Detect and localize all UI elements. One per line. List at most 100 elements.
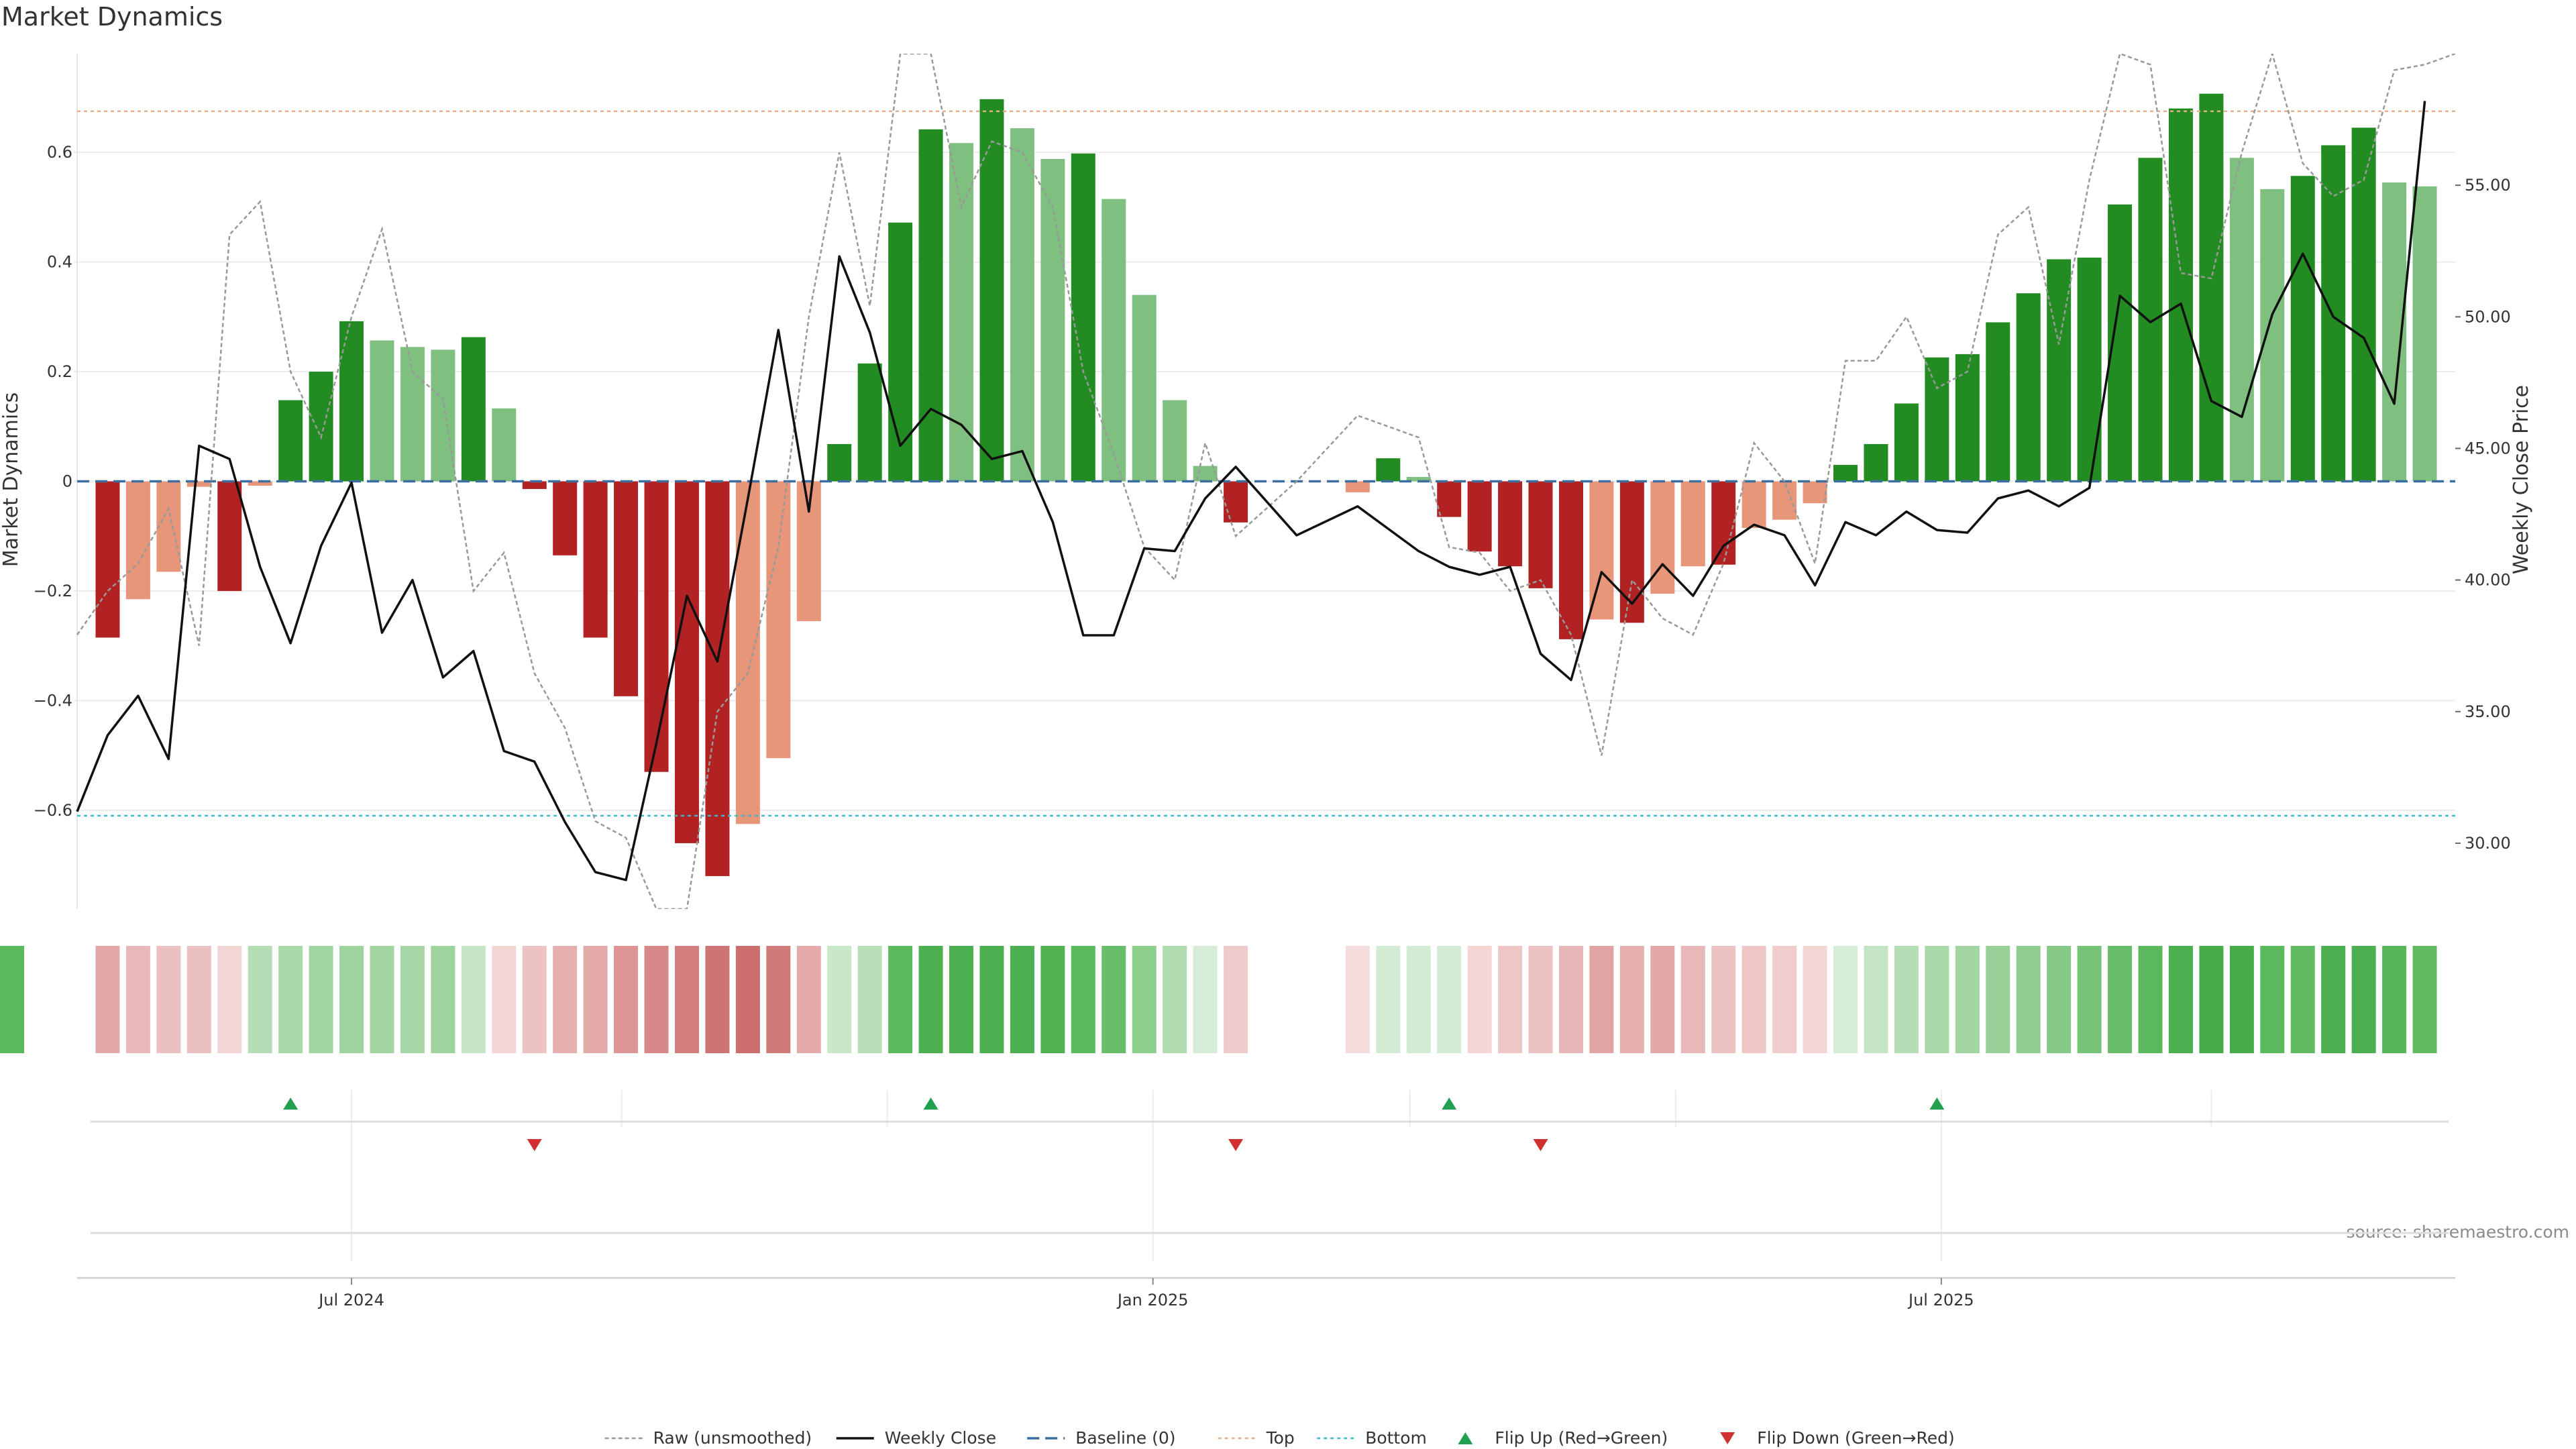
bar xyxy=(156,481,181,572)
heat-cell xyxy=(979,946,1004,1053)
bar xyxy=(614,481,639,696)
heat-strip xyxy=(0,946,2437,1053)
bar xyxy=(461,337,486,482)
bar xyxy=(766,481,791,759)
chart-title: Market Dynamics xyxy=(1,2,223,32)
bar xyxy=(2229,158,2254,482)
heat-cell xyxy=(1224,946,1248,1053)
legend-item-top: Top xyxy=(1218,1428,1295,1448)
right-tick-label: 55.00 xyxy=(2465,176,2511,195)
right-tick-label: 30.00 xyxy=(2465,834,2511,853)
bar xyxy=(2138,158,2163,482)
heat-cell xyxy=(339,946,364,1053)
bar xyxy=(949,143,974,482)
heat-cell xyxy=(1193,946,1218,1053)
heat-cell xyxy=(156,946,181,1053)
heat-cell xyxy=(492,946,517,1053)
x-tick-label: Jul 2024 xyxy=(317,1291,384,1309)
bar xyxy=(735,481,760,824)
legend-item-baseline: Baseline (0) xyxy=(1027,1428,1176,1448)
heat-cell xyxy=(2016,946,2041,1053)
heat-cell xyxy=(674,946,699,1053)
heat-cell xyxy=(888,946,913,1053)
bar xyxy=(1986,322,2010,482)
heat-cell xyxy=(1772,946,1797,1053)
heat-cell xyxy=(644,946,669,1053)
legend-label: Baseline (0) xyxy=(1075,1428,1175,1448)
right-axis: 30.00 35.00 40.00 45.00 50.00 55.00 xyxy=(2455,176,2511,853)
bar xyxy=(309,372,333,482)
bar xyxy=(522,481,547,489)
heat-cell xyxy=(796,946,821,1053)
bar xyxy=(1163,400,1187,482)
heat-cell xyxy=(2077,946,2102,1053)
heat-cell xyxy=(857,946,882,1053)
heat-cell xyxy=(1071,946,1095,1053)
left-tick-label: −0.4 xyxy=(34,691,72,710)
flip-down-marker xyxy=(1533,1139,1548,1151)
heat-cell xyxy=(125,946,150,1053)
heat-cell xyxy=(949,946,974,1053)
bar xyxy=(1071,153,1095,482)
bar xyxy=(1498,481,1523,567)
bar xyxy=(1437,481,1462,517)
legend-item-bottom: Bottom xyxy=(1317,1428,1427,1448)
bar xyxy=(125,481,150,600)
right-tick-label: 45.00 xyxy=(2465,439,2511,458)
legend-swatch xyxy=(1458,1432,1473,1444)
flip-down-marker xyxy=(527,1139,542,1151)
heat-cell xyxy=(461,946,486,1053)
bar xyxy=(1772,481,1797,520)
heat-cell xyxy=(2412,946,2437,1053)
left-tick-label: 0.6 xyxy=(47,143,72,162)
bar xyxy=(2077,258,2102,482)
heat-cell xyxy=(1437,946,1462,1053)
bar xyxy=(2168,108,2193,482)
heat-cell xyxy=(0,946,24,1053)
legend-swatch xyxy=(1720,1432,1735,1444)
heat-cell xyxy=(278,946,303,1053)
heat-cell xyxy=(918,946,943,1053)
bar xyxy=(278,400,303,482)
heat-cell xyxy=(1986,946,2010,1053)
bar xyxy=(1406,476,1431,482)
heat-cell xyxy=(1589,946,1614,1053)
bar xyxy=(1833,464,1858,482)
bar xyxy=(1803,481,1827,504)
left-tick-label: 0 xyxy=(62,472,72,491)
heat-cell xyxy=(248,946,272,1053)
heat-cell xyxy=(1619,946,1644,1053)
bar xyxy=(857,363,882,482)
bar xyxy=(1376,458,1401,482)
flip-up-marker xyxy=(923,1097,938,1110)
heat-cell xyxy=(583,946,608,1053)
bar xyxy=(2412,186,2437,482)
heat-cell xyxy=(1925,946,1949,1053)
heat-cell xyxy=(1803,946,1827,1053)
bar xyxy=(1558,481,1583,639)
heat-cell xyxy=(1132,946,1157,1053)
bar xyxy=(2047,259,2072,482)
right-tick-label: 50.00 xyxy=(2465,307,2511,326)
bar xyxy=(400,347,425,482)
heat-cell xyxy=(1345,946,1370,1053)
bar xyxy=(1224,481,1248,523)
weekly-close-series xyxy=(76,101,2426,881)
dynamics-bars xyxy=(95,93,2437,876)
bar xyxy=(583,481,608,638)
heat-cell xyxy=(2351,946,2376,1053)
heat-cell xyxy=(2229,946,2254,1053)
heat-cell xyxy=(1955,946,1980,1053)
bar xyxy=(979,99,1004,482)
legend-item-flip_up: Flip Up (Red→Green) xyxy=(1458,1428,1668,1448)
heat-cell xyxy=(2260,946,2285,1053)
heat-cell xyxy=(1102,946,1126,1053)
heat-cell xyxy=(95,946,120,1053)
left-axis-title: Market Dynamics xyxy=(0,392,23,568)
heat-cell xyxy=(1406,946,1431,1053)
legend-label: Weekly Close xyxy=(885,1428,996,1448)
right-tick-label: 40.00 xyxy=(2465,571,2511,590)
bar xyxy=(918,129,943,482)
heat-cell xyxy=(1741,946,1766,1053)
bar xyxy=(2351,127,2376,482)
